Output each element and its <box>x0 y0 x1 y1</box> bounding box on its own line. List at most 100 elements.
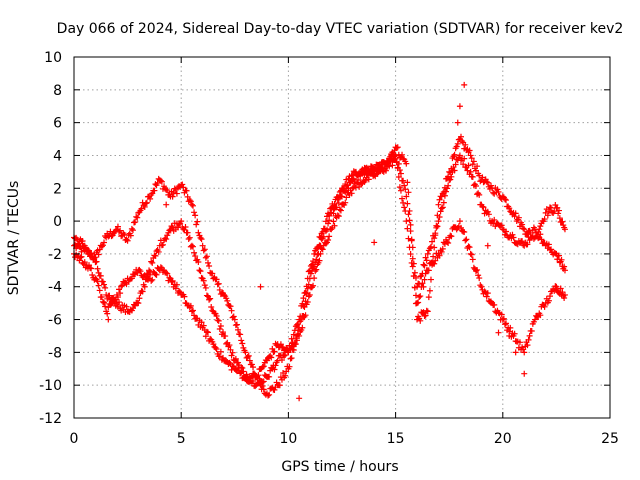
data-point <box>559 218 566 225</box>
data-point <box>525 336 532 343</box>
data-point <box>559 289 566 296</box>
data-point <box>337 207 344 214</box>
data-point <box>192 253 199 260</box>
data-point <box>201 282 208 289</box>
data-point <box>132 302 139 309</box>
data-point <box>191 312 198 319</box>
data-point <box>444 238 451 245</box>
data-point <box>470 264 477 271</box>
data-point <box>327 205 334 212</box>
data-point <box>154 180 161 187</box>
data-point <box>440 199 447 206</box>
data-point <box>555 210 562 217</box>
data-point <box>308 261 315 268</box>
data-point <box>176 183 183 190</box>
data-point <box>537 312 544 319</box>
data-point <box>203 292 210 299</box>
data-point <box>216 325 223 332</box>
data-point <box>305 293 312 300</box>
data-point <box>481 288 488 295</box>
data-point <box>88 250 95 257</box>
data-point <box>89 272 96 279</box>
data-point <box>133 213 140 220</box>
data-point <box>170 189 177 196</box>
data-point <box>553 283 560 290</box>
data-point <box>476 191 483 198</box>
data-point <box>184 193 191 200</box>
data-point <box>247 378 254 385</box>
data-point <box>426 287 433 294</box>
data-point <box>334 193 341 200</box>
data-point <box>403 193 410 200</box>
data-point <box>474 163 481 170</box>
data-point <box>177 220 184 227</box>
data-point <box>304 275 311 282</box>
data-point <box>396 184 403 191</box>
data-point <box>322 240 329 247</box>
data-point <box>479 203 486 210</box>
data-point <box>457 224 464 231</box>
data-point <box>176 288 183 295</box>
data-point <box>400 199 407 206</box>
data-point <box>91 254 98 261</box>
data-point <box>296 395 303 402</box>
data-point <box>419 280 426 287</box>
data-point <box>400 177 407 184</box>
data-point <box>424 250 431 257</box>
data-point <box>548 204 555 211</box>
data-point <box>299 324 306 331</box>
data-point <box>433 250 440 257</box>
data-point <box>191 249 198 256</box>
data-point <box>515 214 522 221</box>
data-point <box>218 290 225 297</box>
data-point <box>359 166 366 173</box>
data-point <box>237 370 244 377</box>
data-point <box>451 167 458 174</box>
data-point <box>405 211 412 218</box>
data-point <box>98 293 105 300</box>
y-tick-label: -2 <box>48 247 62 263</box>
data-point <box>503 197 510 204</box>
data-point <box>484 242 491 249</box>
data-point <box>159 241 166 248</box>
data-point <box>173 190 180 197</box>
data-point <box>137 268 144 275</box>
data-point <box>102 303 109 310</box>
data-point <box>187 198 194 205</box>
data-point <box>293 337 300 344</box>
data-point <box>101 299 108 306</box>
data-point <box>208 304 215 311</box>
data-point <box>128 225 135 232</box>
data-point <box>477 282 484 289</box>
data-point <box>454 140 461 147</box>
y-tick-label: -10 <box>39 378 62 394</box>
data-point <box>480 204 487 211</box>
data-point <box>519 221 526 228</box>
data-point <box>276 382 283 389</box>
data-point <box>404 225 411 232</box>
y-tick-label: 0 <box>53 214 62 230</box>
data-point <box>79 259 86 266</box>
x-axis-label: GPS time / hours <box>281 459 398 475</box>
data-point <box>250 364 257 371</box>
data-point <box>436 252 443 259</box>
data-point <box>226 342 233 349</box>
data-point <box>524 241 531 248</box>
data-point <box>451 151 458 158</box>
data-point <box>509 231 516 238</box>
data-point <box>261 390 268 397</box>
data-point <box>96 287 103 294</box>
data-point <box>503 228 510 235</box>
data-point <box>548 246 555 253</box>
data-point <box>435 201 442 208</box>
data-point <box>255 372 262 379</box>
data-point <box>233 321 240 328</box>
data-point <box>431 244 438 251</box>
data-point <box>365 176 372 183</box>
data-point <box>98 243 105 250</box>
data-point <box>557 285 564 292</box>
data-point <box>203 253 210 260</box>
data-point <box>461 155 468 162</box>
data-point <box>271 348 278 355</box>
data-point <box>555 207 562 214</box>
